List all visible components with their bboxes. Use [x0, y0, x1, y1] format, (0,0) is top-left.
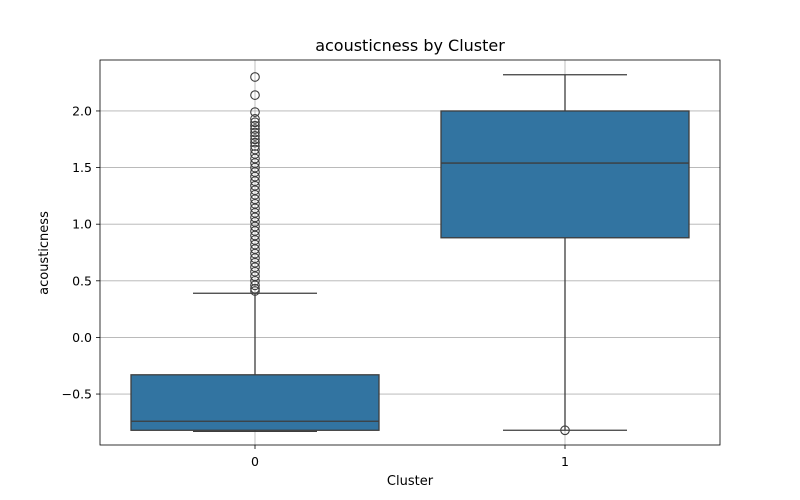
box-group-cluster-1 — [440, 74, 690, 436]
box-group-cluster-0 — [130, 72, 380, 433]
outlier-point — [250, 72, 260, 82]
plot-frame — [99, 59, 721, 446]
chart-title: acousticness by Cluster — [315, 36, 505, 55]
outlier-point — [250, 117, 260, 128]
y-tick-label: 2.0 — [72, 103, 92, 118]
y-axis-label: acousticness — [37, 211, 52, 295]
outlier-point — [250, 120, 260, 131]
outlier-point — [250, 275, 260, 286]
y-tick-label: 0.5 — [72, 273, 92, 288]
outlier-point — [250, 134, 260, 145]
grid — [100, 60, 720, 445]
iqr-box — [130, 374, 380, 431]
outlier-point — [250, 131, 260, 141]
axes: −0.5 0.0 0.5 1.0 1.5 2.0 0 1 — [62, 59, 721, 469]
y-tick-label: 0.0 — [72, 330, 92, 345]
iqr-box — [440, 110, 690, 239]
y-tick-label: −0.5 — [62, 387, 92, 402]
outlier-point — [250, 283, 260, 294]
x-tick-label: 1 — [561, 454, 569, 469]
y-tick-label: 1.5 — [72, 160, 92, 175]
outlier-point — [250, 114, 260, 124]
boxes — [130, 72, 690, 436]
outlier-point — [250, 280, 260, 291]
y-tick-label: 1.0 — [72, 217, 92, 232]
outlier-point — [250, 137, 260, 148]
outlier-point — [250, 90, 260, 100]
outlier-point — [250, 141, 260, 151]
outlier-point — [250, 124, 260, 134]
outlier-point — [250, 286, 260, 296]
x-tick-label: 0 — [251, 454, 259, 469]
outlier-point — [560, 425, 570, 436]
outlier-point — [250, 107, 260, 117]
outlier-point — [250, 127, 260, 138]
x-axis-label: Cluster — [387, 474, 434, 489]
